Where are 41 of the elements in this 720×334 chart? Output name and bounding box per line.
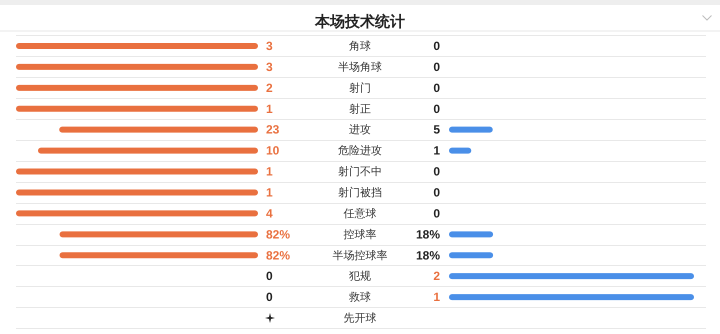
data-label: 10 [266, 144, 280, 158]
data-label: 1 [266, 164, 273, 179]
data-label: 2 [433, 269, 440, 284]
data-label: 0 [433, 102, 440, 116]
data-label: 1 [266, 102, 273, 116]
category-label: 半场控球率 [332, 248, 388, 262]
data-label: 0 [433, 206, 440, 220]
data-label: 2 [266, 80, 273, 95]
category-label: 射门被挡 [338, 186, 382, 199]
category-label: 先开球 [344, 312, 376, 325]
data-label: 0 [433, 80, 440, 95]
data-label: 0 [433, 185, 440, 200]
data-label: 3 [266, 60, 273, 74]
data-label: 1 [433, 144, 440, 158]
category-label: 射门 [349, 81, 371, 94]
text: 本场技术统计 [314, 12, 405, 30]
data-label: 82% [266, 248, 290, 262]
data-label: 0 [433, 38, 440, 53]
data-label: 82% [266, 227, 290, 242]
category-label: 控球率 [344, 228, 376, 241]
category-label: 半场角球 [338, 60, 382, 74]
category-label: 射门不中 [338, 165, 382, 178]
category-label: 射正 [349, 102, 371, 116]
data-label: 0 [433, 164, 440, 179]
data-label: 5 [433, 122, 440, 137]
category-label: 危险进攻 [338, 144, 382, 158]
category-label: 角球 [349, 39, 371, 52]
data-label: 4 [266, 206, 273, 220]
category-label: 进攻 [349, 123, 371, 136]
data-label: 1 [433, 290, 440, 304]
category-label: 救球 [348, 290, 371, 304]
data-label: 18% [416, 227, 440, 242]
data-label: 1 [266, 185, 273, 200]
category-label: 任意球 [342, 206, 376, 220]
data-label: 3 [266, 38, 273, 53]
data-label: 23 [266, 122, 280, 137]
data-label: 0 [266, 269, 273, 284]
data-label: 0 [433, 60, 440, 74]
category-label: 犯规 [349, 270, 371, 283]
data-label: 0 [266, 290, 273, 304]
data-label: 18% [416, 248, 440, 262]
